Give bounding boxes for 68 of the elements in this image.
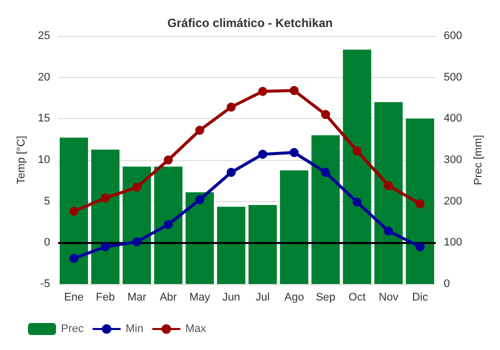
bar [186,192,214,284]
x-tick-label: Jun [222,292,240,304]
y-tick-label: 15 [38,112,50,125]
point [132,182,142,192]
y-tick-label: 20 [38,71,50,84]
x-tick-label: Oct [348,292,366,304]
bar [122,166,151,284]
y2-tick-label: 400 [444,112,462,125]
point [226,168,236,177]
x-tick-label: Ene [64,292,84,304]
x-tick-label: Sep [316,292,336,304]
x-tick-label: Feb [96,292,115,304]
legend-label: Max [185,323,207,335]
point [226,102,236,112]
legend-label: Prec [61,323,84,335]
bar [342,50,372,284]
y-tick-label: -5 [40,278,50,290]
y-tick-label: 25 [38,30,50,42]
point [321,168,330,177]
point [100,242,110,252]
bar [248,205,277,284]
legend-label: Min [126,323,144,335]
y2-tick-label: 0 [444,278,450,290]
point [164,156,173,164]
x-tick-label: May [189,292,211,304]
point [321,110,330,120]
point [384,181,394,190]
y2-tick-label: 300 [444,154,462,166]
point [132,237,142,246]
x-tick-label: Ago [284,292,304,304]
point [290,148,299,158]
point [384,226,394,236]
y-tick-label: 0 [44,236,50,249]
point [290,86,299,96]
point [195,126,204,135]
y2-tick-label: 500 [444,71,462,84]
y-tick-label: 5 [44,195,50,208]
point [195,195,204,204]
point [416,199,425,208]
bar [406,118,434,284]
chart-title: Gráfico climático - Ketchikan [167,16,333,30]
y2-axis-title: Prec [mm] [472,134,484,186]
x-tick-label: Abr [160,292,178,304]
point [258,150,268,159]
y2-tick-label: 200 [444,195,462,208]
x-tick-label: Dic [412,292,428,304]
bar [311,135,340,284]
point [258,86,268,96]
y-axis-title: Temp [°C] [16,136,28,184]
x-tick-label: Mar [127,292,147,304]
y2-tick-label: 100 [444,236,462,249]
bar [91,150,120,284]
y-tick-label: 10 [38,154,50,166]
bar [280,170,308,284]
x-tick-label: Nov [378,292,399,304]
point [352,146,362,156]
bar [60,138,88,284]
point [164,220,173,229]
x-tick-label: Jul [256,292,270,304]
point [416,242,425,252]
point [352,198,362,207]
point [100,194,110,203]
bar [374,102,403,284]
bar [217,206,246,284]
point [69,206,78,216]
point [69,254,78,263]
y2-tick-label: 600 [444,30,462,42]
bar [154,166,182,284]
